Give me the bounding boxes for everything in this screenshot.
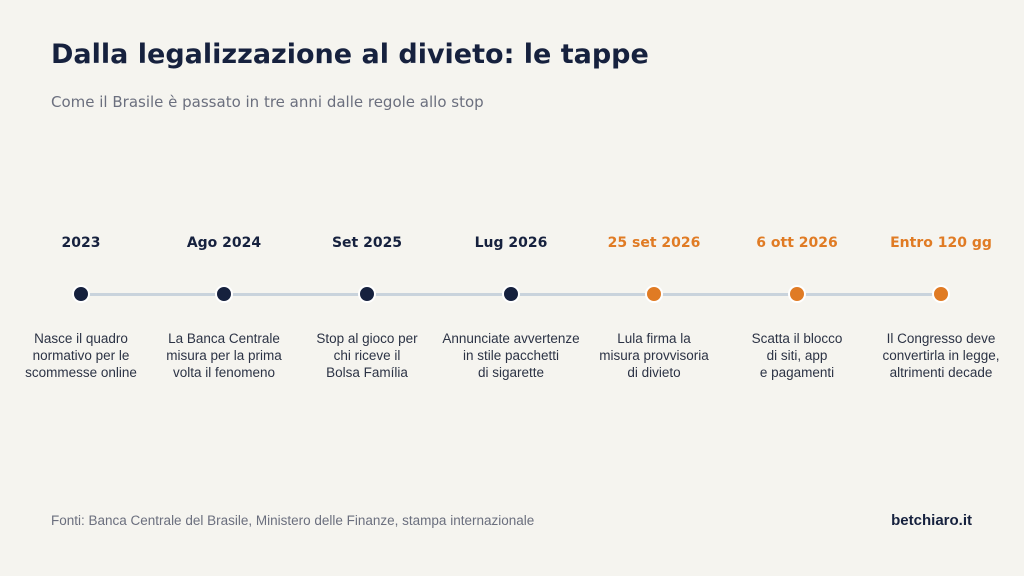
step-marker	[788, 285, 806, 303]
step-date: Entro 120 gg	[890, 235, 992, 251]
step-marker	[215, 285, 233, 303]
page-subtitle: Come il Brasile è passato in tre anni da…	[51, 93, 484, 111]
step-marker	[358, 285, 376, 303]
source-note: Fonti: Banca Centrale del Brasile, Minis…	[51, 513, 535, 528]
step-date: Lug 2026	[474, 235, 548, 251]
step-description: Stop al gioco per chi riceve il Bolsa Fa…	[316, 331, 418, 380]
page-title: Dalla legalizzazione al divieto: le tapp…	[51, 39, 649, 70]
brand-logo: betchiaro.it	[891, 512, 972, 529]
step-description: La Banca Centrale misura per la prima vo…	[166, 331, 282, 380]
step-marker	[502, 285, 520, 303]
step-date: Ago 2024	[186, 235, 262, 251]
step-date: 2023	[61, 235, 101, 251]
step-marker	[932, 285, 950, 303]
step-marker	[645, 285, 663, 303]
step-description: Il Congresso deve convertirla in legge, …	[882, 331, 1000, 380]
step-description: Nasce il quadro normativo per le scommes…	[25, 331, 137, 380]
step-description: Lula firma la misura provvisoria di divi…	[599, 331, 709, 380]
step-description: Annunciate avvertenze in stile pacchetti…	[442, 331, 580, 380]
step-marker	[72, 285, 90, 303]
step-description: Scatta il blocco di siti, app e pagament…	[751, 331, 843, 380]
step-date: 6 ott 2026	[756, 235, 838, 251]
step-date: 25 set 2026	[607, 235, 701, 251]
step-date: Set 2025	[331, 235, 403, 251]
